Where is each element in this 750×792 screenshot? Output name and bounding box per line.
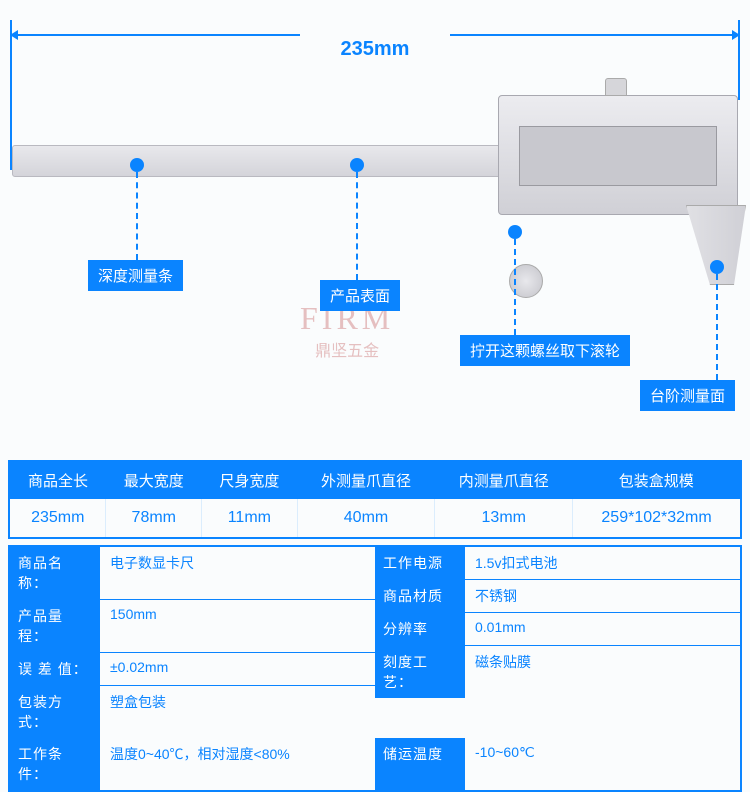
callout-screw-note: 拧开这颗螺丝取下滚轮: [460, 335, 630, 366]
spec-row: 产品量程：150mm: [10, 600, 375, 653]
spec-key: 储运温度: [375, 738, 465, 790]
spec-value: ±0.02mm: [100, 653, 375, 685]
specs-table: 商品名称：电子数显卡尺产品量程：150mm误 差 值：±0.02mm包装方式：塑…: [8, 545, 742, 792]
spec-key: 误 差 值：: [10, 653, 100, 685]
callout-lead: [136, 172, 138, 260]
callout-surface: 产品表面: [320, 280, 400, 311]
spec-value: 150mm: [100, 600, 375, 652]
dim-value: 13mm: [435, 499, 573, 538]
spec-row: 分辨率0.01mm: [375, 613, 740, 646]
caliper-illustration: [12, 90, 738, 270]
dim-header: 尺身宽度: [202, 461, 298, 499]
dim-header: 包装盒规模: [573, 461, 741, 499]
spec-row: 刻度工艺：磁条贴膜: [375, 646, 740, 698]
spec-key: 包装方式：: [10, 686, 100, 738]
spec-row: 包装方式：塑盒包装: [10, 686, 375, 738]
spec-row: 商品材质不锈钢: [375, 580, 740, 613]
callout-dot: [710, 260, 724, 274]
spec-row: 工作电源1.5v扣式电池: [375, 547, 740, 580]
dim-value: 78mm: [106, 499, 202, 538]
dim-header: 商品全长: [9, 461, 106, 499]
dim-header: 内测量爪直径: [435, 461, 573, 499]
spec-key: 商品材质: [375, 580, 465, 612]
callout-dot: [130, 158, 144, 172]
spec-key: 工作电源: [375, 547, 465, 579]
spec-value: 1.5v扣式电池: [465, 547, 740, 579]
dimension-label: 235mm: [341, 38, 410, 61]
dim-header: 最大宽度: [106, 461, 202, 499]
callout-dot: [350, 158, 364, 172]
spec-row: 商品名称：电子数显卡尺: [10, 547, 375, 600]
spec-key: 工作条件：: [10, 738, 100, 790]
callout-lead: [514, 239, 516, 335]
callout-depth-bar: 深度测量条: [88, 260, 183, 291]
spec-value: 不锈钢: [465, 580, 740, 612]
spec-value: -10~60℃: [465, 738, 740, 790]
spec-value: 电子数显卡尺: [100, 547, 375, 599]
dim-value: 235mm: [9, 499, 106, 538]
spec-value: 磁条贴膜: [465, 646, 740, 698]
callout-dot: [508, 225, 522, 239]
dim-header: 外测量爪直径: [297, 461, 435, 499]
spec-key: 分辨率: [375, 613, 465, 645]
spec-value: 0.01mm: [465, 613, 740, 645]
dim-value: 259*102*32mm: [573, 499, 741, 538]
spec-value: 塑盒包装: [100, 686, 375, 738]
dim-value: 11mm: [202, 499, 298, 538]
callout-step-face: 台阶测量面: [640, 380, 735, 411]
spec-key: 产品量程：: [10, 600, 100, 652]
spec-key: 商品名称：: [10, 547, 100, 599]
callout-lead: [356, 172, 358, 280]
dimension-line: 235mm: [10, 20, 740, 50]
dimensions-table: 商品全长最大宽度尺身宽度外测量爪直径内测量爪直径包装盒规模 235mm78mm1…: [8, 460, 742, 539]
spec-row: 误 差 值：±0.02mm: [10, 653, 375, 686]
dim-value: 40mm: [297, 499, 435, 538]
callout-lead: [716, 274, 718, 380]
spec-key: 刻度工艺：: [375, 646, 465, 698]
spec-value: 温度0~40℃，相对湿度<80%: [100, 738, 375, 790]
